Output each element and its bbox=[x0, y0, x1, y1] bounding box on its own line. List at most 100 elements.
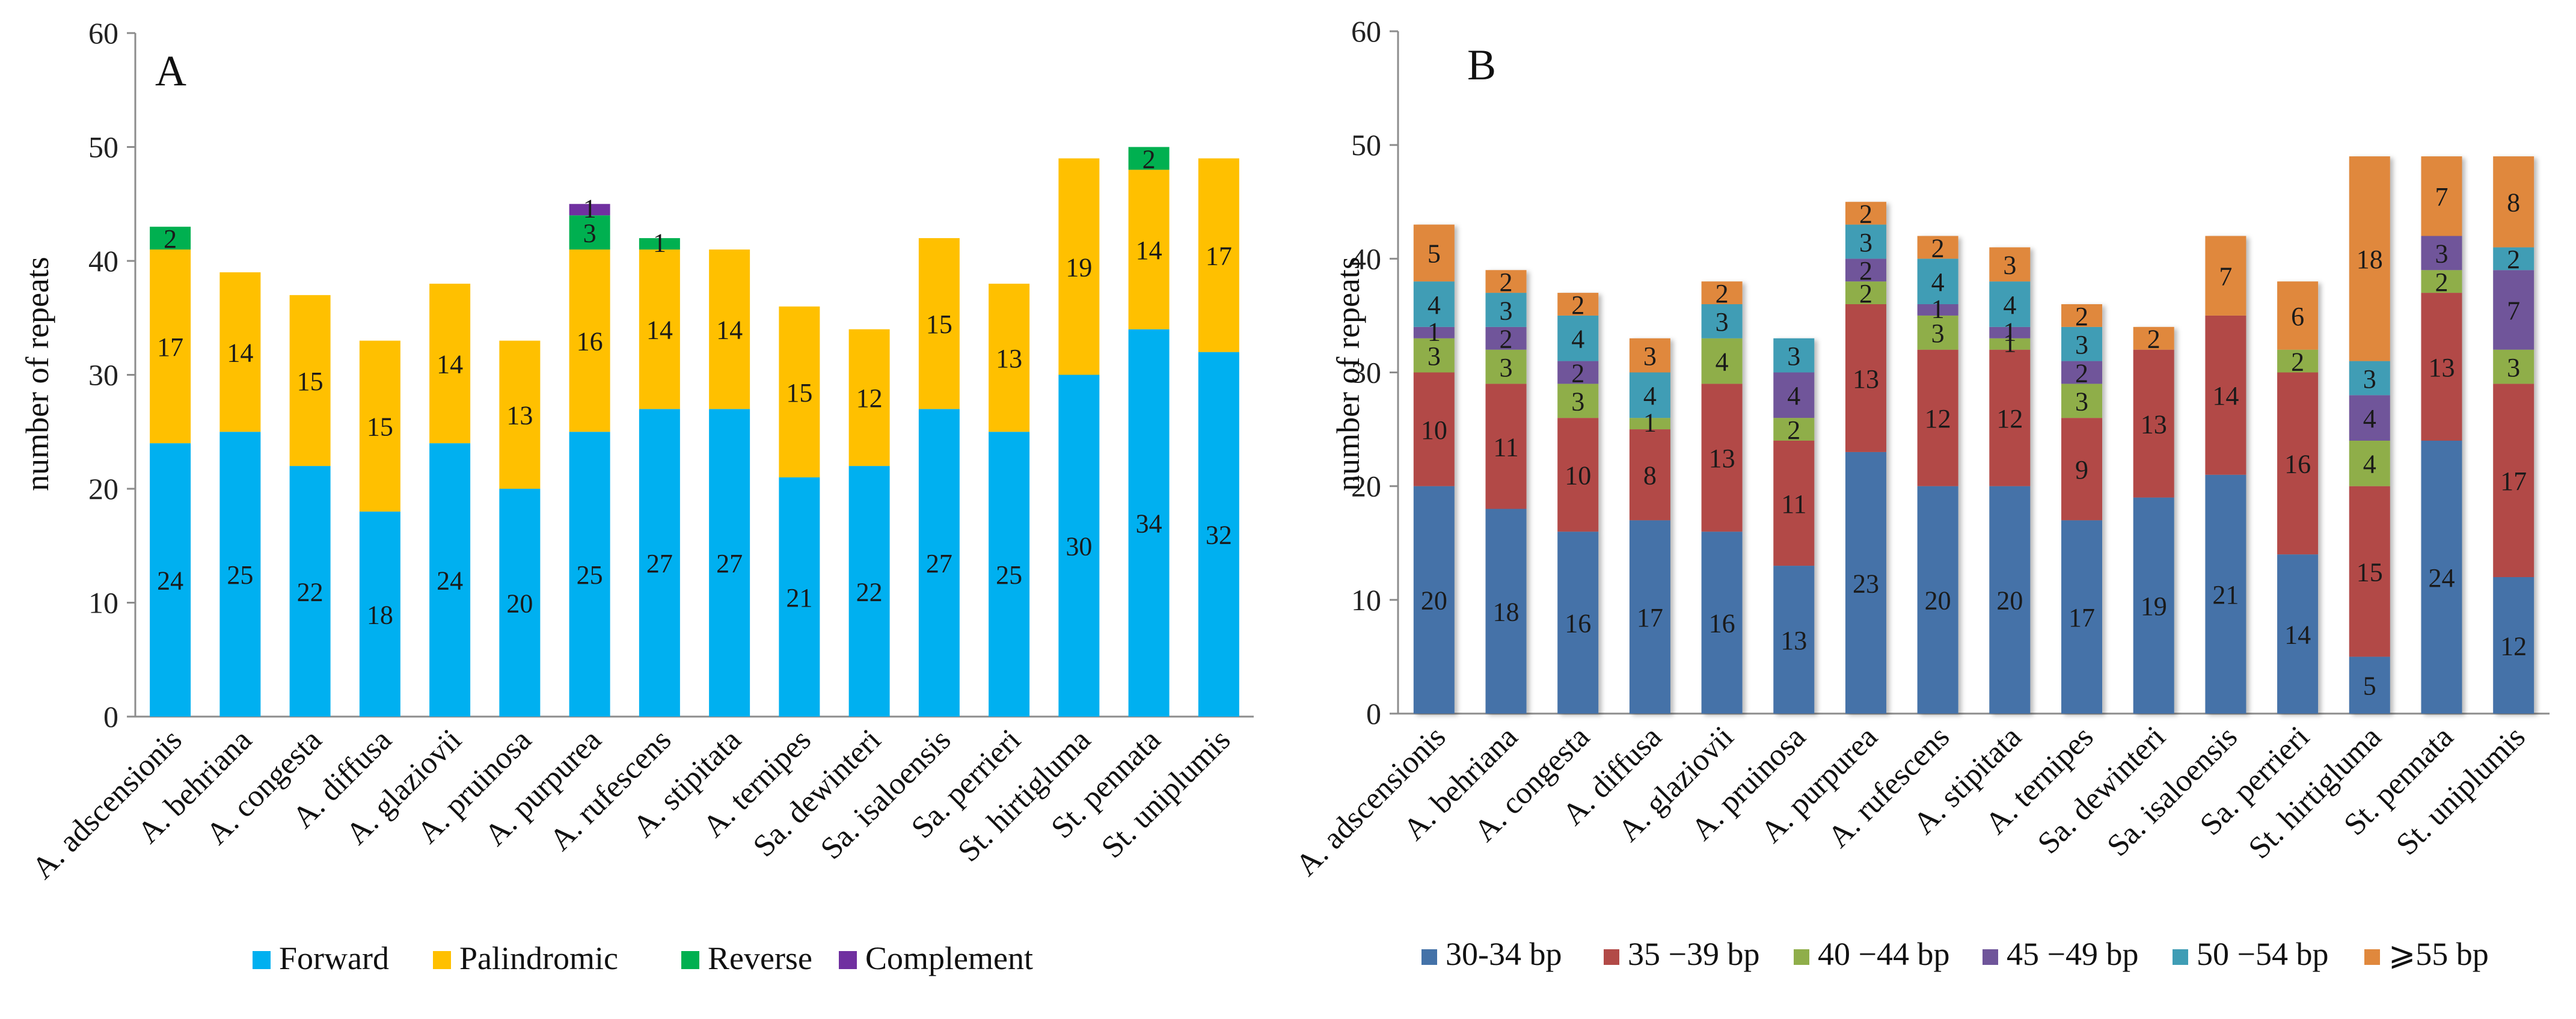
bar-forward-a-glaziovii bbox=[429, 443, 471, 717]
bar-30-34-bp-sa-dewinteri bbox=[2133, 497, 2174, 714]
data-label: 30 bbox=[1066, 532, 1092, 562]
legend-entry-40-44-bp: 40 −44 bp bbox=[1818, 936, 1949, 972]
bar-35-39-bp-a-rufescens bbox=[1917, 349, 1958, 486]
y-tick-label: 60 bbox=[1351, 14, 1381, 48]
y-tick-label: 40 bbox=[88, 244, 118, 278]
legend-swatch-30-34-bp bbox=[1421, 949, 1437, 965]
data-label: 2 bbox=[2291, 347, 2304, 376]
data-label: 5 bbox=[1428, 239, 1441, 269]
bar-55-bp-a-diffusa bbox=[1629, 338, 1670, 373]
data-label: 7 bbox=[2219, 262, 2232, 292]
data-label: 22 bbox=[856, 577, 883, 607]
bar-45-49-bp-a-adscensionis bbox=[1413, 326, 1455, 338]
data-label: 17 bbox=[1637, 603, 1663, 632]
bar-stack-sa-isaloensis bbox=[918, 238, 960, 717]
bar-40-44-bp-sa-perrieri bbox=[2277, 349, 2319, 373]
bar-stack-a-ternipes bbox=[779, 306, 820, 717]
bar-stack-a-adscensionis bbox=[150, 227, 191, 717]
bar-forward-st-pennata bbox=[1128, 329, 1170, 717]
data-label: 12 bbox=[856, 384, 883, 413]
bar-stack-sa-perrieri bbox=[2277, 281, 2319, 714]
legend-swatch-55-bp bbox=[2364, 949, 2380, 965]
bar-complement-a-purpurea bbox=[569, 204, 610, 216]
data-label: 4 bbox=[1787, 381, 1800, 411]
bar-35-39-bp-sa-perrieri bbox=[2277, 372, 2319, 555]
bar-35-39-bp-a-ternipes bbox=[2061, 418, 2103, 521]
bar-50-54-bp-a-glaziovii bbox=[1701, 304, 1743, 338]
data-label: 21 bbox=[2212, 580, 2239, 610]
data-label: 16 bbox=[1565, 609, 1591, 638]
bar-stack-st-pennata bbox=[2421, 156, 2462, 714]
bar-stack-sa-dewinteri bbox=[848, 329, 890, 717]
data-label: 2 bbox=[1571, 290, 1584, 320]
data-label: 1 bbox=[653, 228, 666, 258]
data-label: 25 bbox=[227, 560, 253, 590]
bar-55-bp-a-stipitata bbox=[1989, 247, 2031, 282]
bar-forward-a-pruinosa bbox=[499, 489, 541, 717]
bar-palindromic-a-purpurea bbox=[569, 249, 610, 432]
bar-40-44-bp-st-uniplumis bbox=[2493, 349, 2535, 384]
legend-entry-complement: Complement bbox=[865, 940, 1033, 976]
bar-palindromic-a-diffusa bbox=[359, 340, 400, 512]
bar-stack-a-purpurea bbox=[1845, 201, 1886, 714]
data-label: 13 bbox=[506, 401, 533, 430]
data-label: 20 bbox=[1925, 586, 1951, 616]
bar-palindromic-a-glaziovii bbox=[429, 283, 471, 444]
bar-forward-sa-dewinteri bbox=[848, 466, 890, 717]
data-label: 3 bbox=[1428, 341, 1441, 371]
data-label: 2 bbox=[2147, 325, 2160, 354]
data-label: 4 bbox=[2363, 404, 2376, 433]
legend-entry-55-bp: ⩾55 bp bbox=[2388, 936, 2489, 972]
data-label: 20 bbox=[506, 589, 533, 618]
data-label: 13 bbox=[2428, 353, 2455, 382]
legend-swatch-forward bbox=[253, 951, 271, 969]
bar-40-44-bp-a-purpurea bbox=[1845, 281, 1886, 304]
bar-30-34-bp-a-rufescens bbox=[1917, 486, 1958, 714]
data-label: 14 bbox=[227, 338, 253, 367]
bar-stack-a-glaziovii bbox=[1701, 281, 1743, 714]
panel-label: A bbox=[155, 47, 186, 95]
data-label: 4 bbox=[1643, 381, 1657, 411]
data-label: 2 bbox=[2435, 268, 2448, 297]
data-label: 3 bbox=[1859, 228, 1872, 257]
data-label: 4 bbox=[2363, 450, 2376, 479]
bar-stack-a-diffusa bbox=[359, 340, 400, 717]
bar-30-34-bp-a-stipitata bbox=[1989, 486, 2031, 714]
data-label: 3 bbox=[1643, 341, 1657, 371]
data-label: 32 bbox=[1206, 521, 1232, 550]
bar-45-49-bp-st-uniplumis bbox=[2493, 270, 2535, 350]
data-label: 10 bbox=[1565, 461, 1591, 491]
y-tick-label: 50 bbox=[88, 130, 118, 164]
bar-palindromic-st-uniplumis bbox=[1198, 158, 1239, 352]
bar-forward-a-adscensionis bbox=[150, 443, 191, 717]
bar-palindromic-sa-isaloensis bbox=[918, 238, 960, 409]
data-label: 24 bbox=[157, 566, 183, 595]
bar-reverse-a-adscensionis bbox=[150, 227, 191, 250]
bar-55-bp-a-purpurea bbox=[1845, 201, 1886, 225]
data-label: 8 bbox=[2507, 188, 2520, 218]
data-label: 2 bbox=[1787, 415, 1800, 445]
data-label: 5 bbox=[2363, 672, 2376, 701]
data-label: 14 bbox=[646, 316, 673, 345]
panel-label: B bbox=[1467, 41, 1496, 89]
bar-55-bp-st-uniplumis bbox=[2493, 156, 2535, 248]
legend-entry-30-34-bp: 30-34 bp bbox=[1446, 936, 1562, 972]
bar-stack-a-rufescens bbox=[1917, 236, 1958, 714]
data-label: 19 bbox=[1066, 252, 1092, 282]
bar-30-34-bp-a-diffusa bbox=[1629, 520, 1670, 714]
bar-stack-a-ternipes bbox=[2061, 304, 2103, 714]
data-label: 2 bbox=[1571, 358, 1584, 388]
data-label: 2 bbox=[164, 224, 177, 254]
y-axis-label: number of repeats bbox=[1330, 257, 1366, 491]
y-tick-label: 20 bbox=[1351, 470, 1381, 503]
bar-stack-a-congesta bbox=[289, 295, 331, 717]
bar-35-39-bp-a-adscensionis bbox=[1413, 372, 1455, 486]
y-tick-label: 10 bbox=[88, 586, 118, 620]
data-label: 3 bbox=[2075, 387, 2088, 417]
data-label: 27 bbox=[646, 549, 673, 578]
data-label: 2 bbox=[1859, 279, 1872, 308]
data-label: 3 bbox=[1571, 387, 1584, 417]
data-label: 20 bbox=[1996, 586, 2023, 616]
data-label: 15 bbox=[926, 310, 952, 339]
data-label: 21 bbox=[786, 583, 812, 613]
